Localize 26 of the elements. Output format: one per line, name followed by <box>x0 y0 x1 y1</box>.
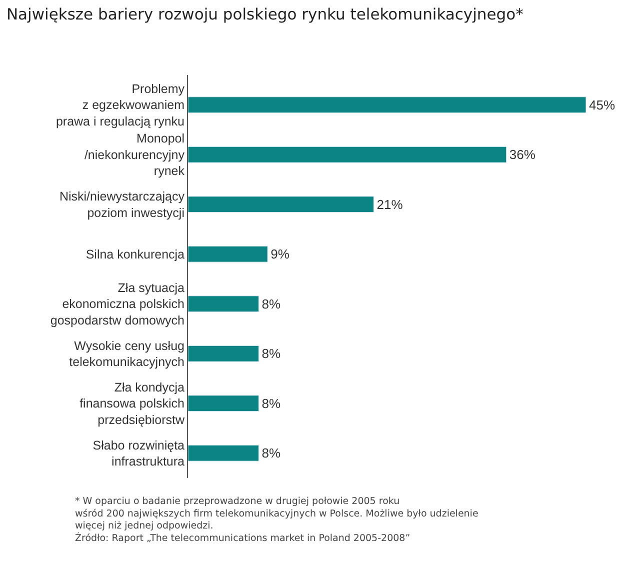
data-label: 45% <box>589 97 616 112</box>
bar <box>188 96 586 114</box>
data-label: 36% <box>509 147 536 162</box>
data-label: 8% <box>262 396 281 411</box>
bar <box>188 196 374 213</box>
y-tick-label: Wysokie ceny usług telekomunikacyjnych <box>69 338 185 370</box>
data-label: 9% <box>270 246 290 262</box>
chart-title: Największe bariery rozwoju polskiego rynku telekomunikacyjnego* <box>6 6 524 24</box>
y-tick-label: Monopol /niekonkurencyjny rynek <box>84 132 186 178</box>
y-tick-label: Silna konkurencja <box>86 247 185 262</box>
y-tick-label: Zła sytuacja ekonomiczna polskich gospodarstw domowych <box>50 280 185 328</box>
data-label: 8% <box>262 346 281 362</box>
data-label: 8% <box>262 296 281 312</box>
data-label: 8% <box>262 446 281 461</box>
bar <box>188 246 268 262</box>
bar <box>188 395 260 412</box>
bar <box>188 345 260 362</box>
y-tick-label: Niski/niewystarczający poziom inwestycji <box>59 190 186 220</box>
bar <box>188 146 507 163</box>
bar <box>188 296 260 312</box>
y-tick-label: Słabo rozwinięta infrastruktura <box>92 438 185 469</box>
text: * W oparciu o badanie przeprowadzone w drugiej połowie 2005 roku wśród 200 największych firm telekomunikacyjnych w Polsce. Możliwe było udzielenie więcej niż jednej odpowiedzi. Źródło: Raport „The telecommunications market in Poland 2005-2008” <box>75 496 478 544</box>
bar <box>188 444 260 462</box>
y-tick-label: Problemy z egzekwowaniem prawa i regulacją rynku <box>56 82 186 128</box>
y-tick-label: Zła kondycja finansowa polskich przedsiębiorstw <box>80 380 186 427</box>
data-label: 21% <box>376 196 404 212</box>
